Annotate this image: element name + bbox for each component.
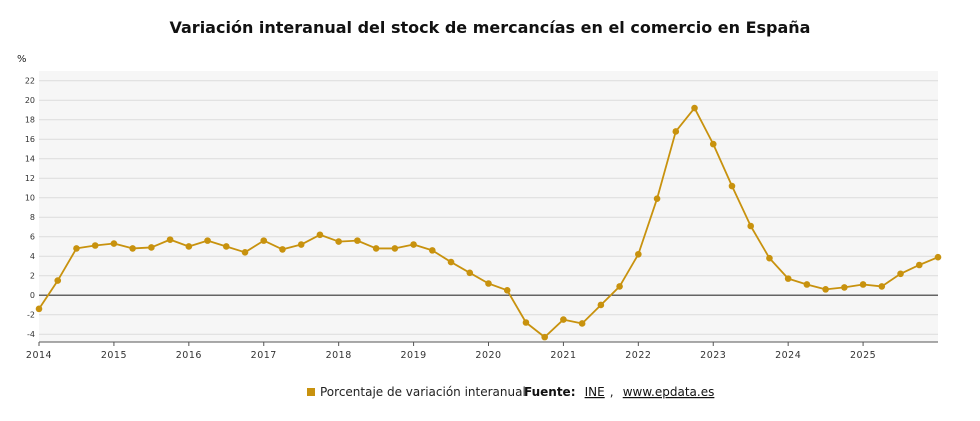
source-separator: , (610, 385, 614, 399)
chart-title: Variación interanual del stock de mercan… (170, 18, 811, 37)
data-point[interactable] (822, 286, 829, 293)
data-point[interactable] (391, 245, 399, 252)
data-point[interactable] (91, 242, 99, 249)
x-tick-label: 2025 (850, 350, 876, 361)
y-tick-label: 18 (25, 116, 35, 125)
source-link-epdata[interactable]: www.epdata.es (623, 385, 715, 399)
gridlines (39, 80, 938, 335)
data-point[interactable] (316, 231, 324, 239)
data-point[interactable] (503, 287, 511, 294)
x-tick-label: 2014 (26, 350, 52, 361)
data-point[interactable] (54, 277, 62, 284)
data-point[interactable] (578, 320, 586, 327)
source-link-ine[interactable]: INE (585, 385, 605, 399)
y-tick-label: 8 (30, 213, 35, 222)
x-tick-label: 2015 (101, 350, 127, 361)
data-point[interactable] (709, 140, 717, 148)
plot-background (39, 71, 938, 342)
data-point[interactable] (653, 195, 661, 203)
data-point[interactable] (541, 333, 548, 341)
x-tick-label: 2023 (700, 350, 726, 361)
y-tick-label: 2 (30, 272, 35, 281)
data-point[interactable] (691, 104, 698, 112)
data-point[interactable] (784, 275, 792, 282)
y-tick-label: -2 (27, 311, 35, 320)
y-tick-label: 6 (30, 233, 35, 242)
x-tick-label: 2019 (400, 350, 426, 361)
data-point[interactable] (354, 237, 361, 244)
data-point[interactable] (129, 245, 136, 252)
data-point[interactable] (447, 258, 455, 266)
y-tick-label: 0 (30, 291, 35, 300)
source-label: Fuente: (524, 385, 576, 399)
data-point[interactable] (803, 281, 811, 288)
data-point[interactable] (185, 243, 193, 250)
data-point[interactable] (297, 241, 305, 248)
y-tick-label: 16 (25, 135, 35, 144)
data-point[interactable] (878, 283, 886, 290)
data-point[interactable] (260, 237, 268, 244)
y-axis-unit-label: % (17, 54, 27, 65)
data-point[interactable] (635, 250, 642, 258)
data-point[interactable] (410, 241, 417, 248)
y-tick-label: 12 (25, 174, 35, 183)
data-point[interactable] (279, 246, 286, 253)
x-tick-label: 2018 (326, 350, 352, 361)
data-point[interactable] (616, 283, 623, 290)
data-point[interactable] (560, 316, 567, 323)
data-point[interactable] (934, 253, 942, 261)
y-tick-label: -4 (27, 330, 35, 339)
data-point[interactable] (747, 222, 755, 230)
data-point[interactable] (522, 319, 530, 326)
x-tick-label: 2017 (251, 350, 277, 361)
data-point[interactable] (166, 236, 174, 243)
data-point[interactable] (335, 238, 342, 245)
data-point[interactable] (372, 245, 380, 252)
data-point[interactable] (485, 280, 492, 287)
y-tick-label: 14 (25, 155, 35, 164)
x-tick-label: 2020 (475, 350, 501, 361)
y-tick-label: 22 (25, 77, 35, 86)
legend[interactable]: Porcentaje de variación interanual (307, 385, 526, 399)
y-tick-label: 20 (25, 96, 35, 105)
legend-label[interactable]: Porcentaje de variación interanual (320, 385, 526, 399)
data-point[interactable] (897, 270, 904, 278)
x-tick-label: 2022 (625, 350, 651, 361)
data-point[interactable] (204, 237, 211, 244)
data-point[interactable] (35, 305, 43, 313)
data-point[interactable] (110, 240, 118, 247)
data-point[interactable] (466, 269, 474, 277)
y-tick-label: 4 (30, 252, 35, 261)
data-point[interactable] (672, 128, 680, 135)
series-layer (35, 104, 942, 341)
data-point[interactable] (73, 245, 80, 252)
data-point[interactable] (429, 247, 436, 254)
axes (39, 294, 938, 343)
source-line: Fuente: INE , www.epdata.es (524, 381, 714, 400)
data-point[interactable] (222, 243, 230, 250)
x-tick-label: 2016 (176, 350, 202, 361)
data-point[interactable] (597, 301, 605, 309)
y-axis-ticks: -4 -2 0 2 4 6 8 10 12 14 16 18 20 22 (25, 77, 35, 339)
data-point[interactable] (859, 281, 867, 288)
data-point[interactable] (841, 284, 848, 291)
y-tick-label: 10 (25, 194, 35, 203)
data-point[interactable] (728, 182, 736, 190)
data-point[interactable] (241, 249, 249, 256)
x-axis-ticks: 2014 2015 2016 2017 2018 2019 2020 2021 2022 2023… (26, 342, 876, 361)
legend-swatch-icon[interactable] (307, 388, 315, 396)
data-point[interactable] (766, 254, 773, 262)
data-point[interactable] (915, 261, 923, 269)
x-tick-label: 2024 (775, 350, 801, 361)
x-tick-label: 2021 (550, 350, 576, 361)
data-point[interactable] (148, 244, 155, 251)
